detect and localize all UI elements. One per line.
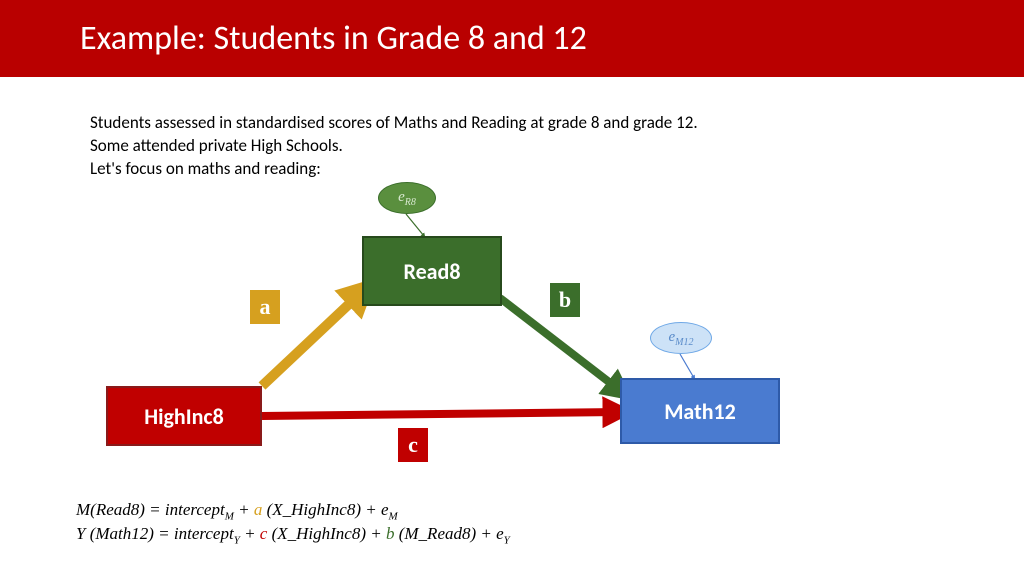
coef-a-text: a bbox=[260, 294, 271, 320]
coef-label-c: c bbox=[398, 428, 428, 462]
title-bar: Example: Students in Grade 8 and 12 bbox=[0, 0, 1024, 77]
error-ellipse-eR8: eR8 bbox=[378, 182, 436, 214]
node-read8-label: Read8 bbox=[404, 258, 461, 285]
equation-2: Y (Math12) = interceptY + c (X_HighInc8)… bbox=[76, 524, 510, 546]
body-line-2: Some attended private High Schools. bbox=[90, 135, 698, 158]
node-math12-label: Math12 bbox=[664, 398, 736, 425]
body-line-3: Let's focus on maths and reading: bbox=[90, 158, 698, 181]
body-line-1: Students assessed in standardised scores… bbox=[90, 112, 698, 135]
coef-label-b: b bbox=[550, 283, 580, 317]
slide: Example: Students in Grade 8 and 12 Stud… bbox=[0, 0, 1024, 576]
node-highinc8: HighInc8 bbox=[106, 386, 262, 446]
equation-1: M(Read8) = interceptM + a (X_HighInc8) +… bbox=[76, 500, 398, 522]
coef-c-text: c bbox=[408, 432, 418, 458]
coef-b-text: b bbox=[559, 287, 571, 313]
node-highinc8-label: HighInc8 bbox=[144, 403, 224, 430]
slide-title: Example: Students in Grade 8 and 12 bbox=[80, 18, 587, 59]
body-text: Students assessed in standardised scores… bbox=[90, 112, 698, 181]
node-read8: Read8 bbox=[362, 236, 502, 306]
coef-label-a: a bbox=[250, 290, 280, 324]
diagram-arrows bbox=[0, 0, 1024, 576]
error-ellipse-eM12: eM12 bbox=[650, 322, 712, 354]
node-math12: Math12 bbox=[620, 378, 780, 444]
